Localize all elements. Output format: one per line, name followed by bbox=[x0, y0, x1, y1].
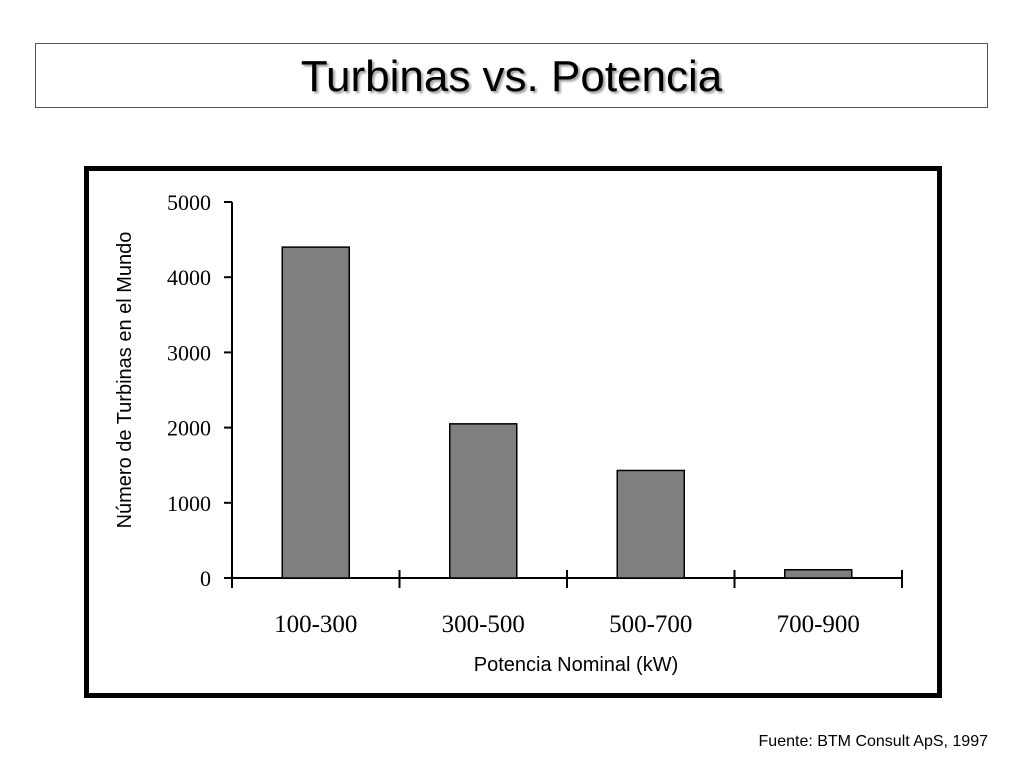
y-tick-label-3: 3000 bbox=[167, 340, 211, 365]
source-note: Fuente: BTM Consult ApS, 1997 bbox=[758, 733, 988, 750]
bar-700-900 bbox=[784, 568, 853, 579]
x-tick-label-1: 300-500 bbox=[442, 611, 525, 638]
y-tick-label-1: 1000 bbox=[167, 491, 211, 516]
y-tick-label-2: 2000 bbox=[167, 416, 211, 441]
x-axis: 100-300 300-500 500-700 700-900 bbox=[231, 570, 903, 638]
y-axis-label: Número de Turbinas en el Mundo bbox=[114, 232, 136, 529]
x-tick-label-0: 100-300 bbox=[274, 611, 357, 638]
page-title: Turbinas vs. Potencia bbox=[300, 52, 723, 101]
y-tick-label-4: 4000 bbox=[167, 265, 211, 290]
bars bbox=[281, 246, 853, 579]
bar-300-500 bbox=[449, 423, 518, 579]
y-axis: 0 1000 2000 3000 4000 5000 bbox=[167, 190, 233, 591]
y-tick-label-5: 5000 bbox=[167, 190, 211, 215]
x-tick-label-3: 700-900 bbox=[777, 611, 860, 638]
x-tick-label-2: 500-700 bbox=[609, 611, 692, 638]
y-tick-label-0: 0 bbox=[200, 566, 211, 591]
bar-500-700 bbox=[616, 469, 685, 579]
x-axis-label: Potencia Nominal (kW) bbox=[474, 654, 679, 676]
title-box: Turbinas vs. Potencia bbox=[35, 43, 988, 108]
bar-100-300 bbox=[281, 246, 350, 579]
